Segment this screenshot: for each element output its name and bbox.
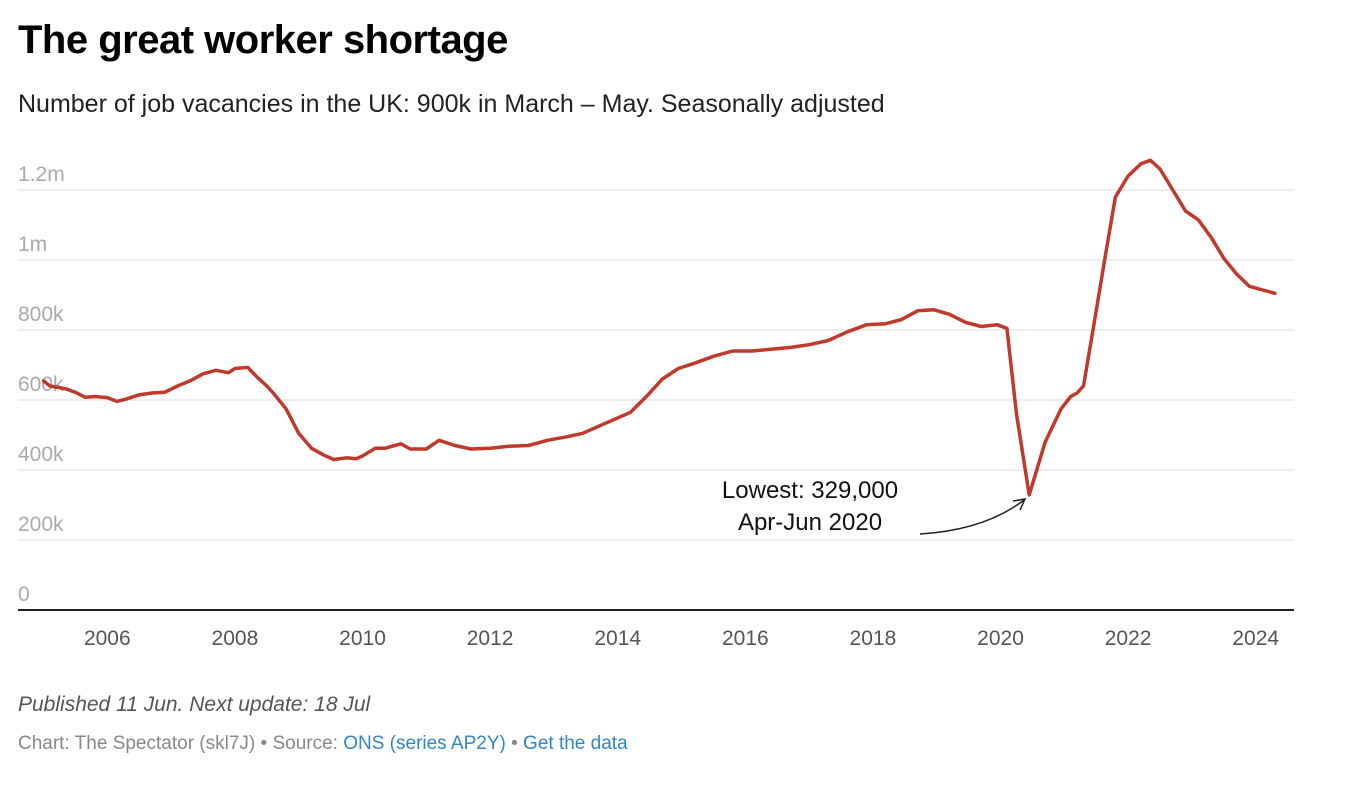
y-tick-label: 1m xyxy=(18,233,47,256)
annotation-arrowhead xyxy=(1012,498,1027,511)
publication-note: Published 11 Jun. Next update: 18 Jul xyxy=(18,693,371,716)
annotation-label-line1: Lowest: 329,000 xyxy=(722,477,898,504)
y-tick-label: 800k xyxy=(18,303,64,326)
credit-line: Chart: The Spectator (skl7J) • Source: O… xyxy=(18,733,628,755)
x-tick-label: 2016 xyxy=(722,627,769,650)
x-tick-label: 2008 xyxy=(212,627,259,650)
annotation: Lowest: 329,000 Apr-Jun 2020 xyxy=(722,477,1027,536)
y-tick-label: 0 xyxy=(18,583,30,606)
series-line-job-vacancies xyxy=(41,158,1277,497)
credit-text: Chart: The Spectator (skl7J) • Source: xyxy=(18,733,344,754)
x-tick-label: 2006 xyxy=(84,627,131,650)
y-tick-label: 200k xyxy=(18,513,64,536)
chart-title: The great worker shortage xyxy=(18,18,508,62)
y-tick-label: 600k xyxy=(18,373,64,396)
x-tick-label: 2018 xyxy=(850,627,897,650)
annotation-arrow xyxy=(919,499,1025,535)
x-axis-ticks: 2006 2008 2010 2012 2014 2016 2018 2020 2022 2024 xyxy=(84,627,1279,650)
x-tick-label: 2020 xyxy=(977,627,1024,650)
y-axis-ticks: 0 200k 400k 600k 800k 1m 1.2m xyxy=(18,163,65,606)
x-tick-label: 2014 xyxy=(594,627,641,650)
y-tick-label: 400k xyxy=(18,443,64,466)
y-tick-label: 1.2m xyxy=(18,163,65,186)
annotation-label-line2: Apr-Jun 2020 xyxy=(738,509,882,536)
x-tick-label: 2010 xyxy=(339,627,386,650)
credit-separator: • xyxy=(505,733,524,754)
chart-subtitle: Number of job vacancies in the UK: 900k … xyxy=(18,90,885,118)
gridlines xyxy=(18,189,1294,541)
source-link[interactable]: ONS (series AP2Y) xyxy=(343,733,506,754)
x-tick-label: 2012 xyxy=(467,627,514,650)
x-tick-label: 2022 xyxy=(1105,627,1152,650)
x-tick-label: 2024 xyxy=(1232,627,1279,650)
line-chart: 0 200k 400k 600k 800k 1m 1.2m 2006 2008 2010 2012… xyxy=(18,158,1294,650)
get-data-link[interactable]: Get the data xyxy=(523,733,628,754)
